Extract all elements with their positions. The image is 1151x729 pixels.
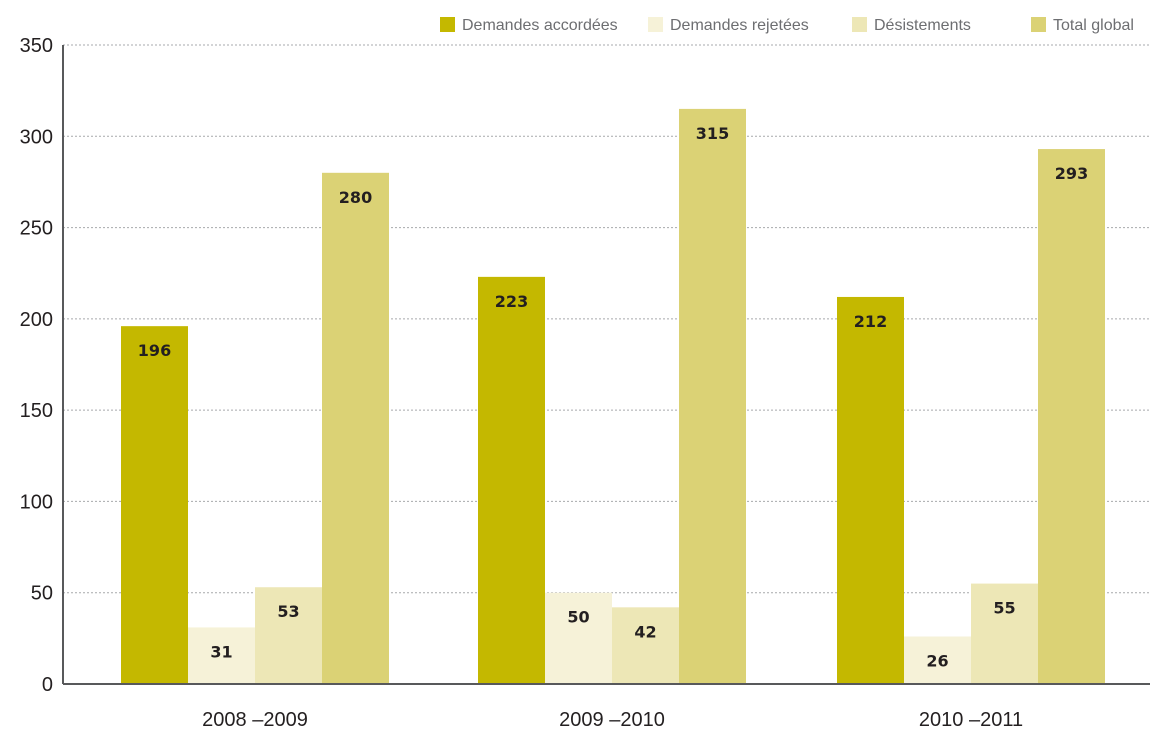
bar [971,583,1038,684]
bar [121,326,188,684]
y-tick-label: 0 [42,674,53,696]
data-label: 293 [1055,164,1088,183]
data-label: 31 [210,642,232,661]
bar [478,276,545,684]
bar [188,627,255,684]
y-tick-label: 250 [20,218,53,240]
x-category-label: 2009 –2010 [559,709,665,729]
data-label: 53 [277,602,299,621]
data-label: 55 [993,599,1015,618]
legend-label: Demandes accordées [462,17,618,34]
y-axis-ticks: 0 50 100 150 200 250 300 350 [20,35,53,696]
x-axis-categories: 2008 –2009 2009 –2010 2010 –2011 [202,709,1023,729]
y-tick-label: 50 [31,583,53,605]
data-label: 315 [696,124,729,143]
y-tick-label: 350 [20,35,53,57]
bar [837,296,904,684]
legend-swatch [852,17,867,32]
bar [322,172,389,685]
y-tick-label: 200 [20,309,53,331]
bar [904,636,971,684]
bar [612,607,679,684]
legend-swatch [648,17,663,32]
bar [1038,149,1105,684]
x-category-label: 2008 –2009 [202,709,308,729]
gridlines [63,44,1150,594]
legend-label: Désistements [874,17,971,34]
bar [545,592,612,684]
data-label: 212 [854,312,887,331]
data-label: 26 [926,652,948,671]
data-label: 196 [138,341,171,360]
axes [62,45,1150,685]
legend-swatch [440,17,455,32]
y-tick-label: 300 [20,126,53,148]
x-category-label: 2010 –2011 [919,709,1023,729]
legend-swatch [1031,17,1046,32]
bars [121,108,1105,685]
y-tick-label: 100 [20,491,53,513]
data-label: 50 [567,608,589,627]
legend: Demandes accordées Demandes rejetées Désis… [440,17,1134,34]
legend-label: Demandes rejetées [670,17,809,34]
data-labels: 196 31 53 280 223 50 42 315 212 26 55 293 [138,124,1088,671]
data-label: 280 [339,188,372,207]
bar [255,587,322,684]
bar [679,108,746,684]
legend-label: Total global [1053,17,1134,34]
y-tick-label: 150 [20,400,53,422]
data-label: 42 [634,622,656,641]
data-label: 223 [495,292,528,311]
